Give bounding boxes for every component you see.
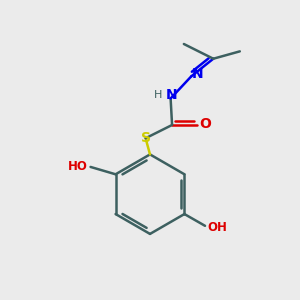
Text: N: N bbox=[165, 88, 177, 102]
Text: H: H bbox=[154, 90, 162, 100]
Text: O: O bbox=[200, 117, 211, 131]
Text: HO: HO bbox=[68, 160, 88, 173]
Text: OH: OH bbox=[207, 221, 227, 234]
Text: S: S bbox=[141, 130, 151, 145]
Text: N: N bbox=[192, 67, 203, 81]
